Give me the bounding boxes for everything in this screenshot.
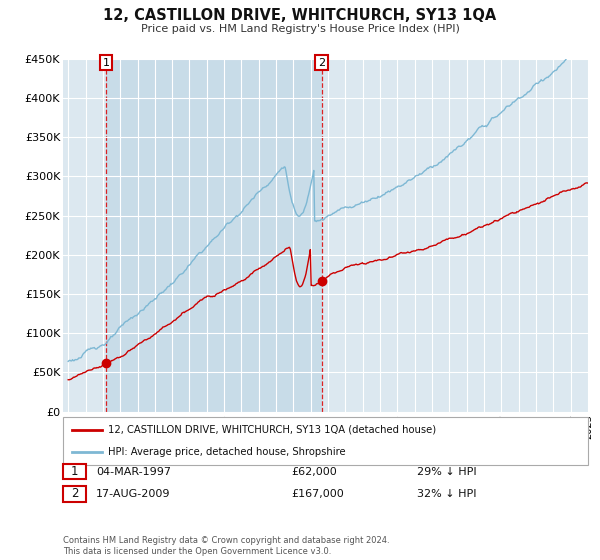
Text: 32% ↓ HPI: 32% ↓ HPI bbox=[417, 489, 476, 499]
Bar bbox=[106, 59, 322, 412]
Text: £167,000: £167,000 bbox=[291, 489, 344, 499]
Text: Contains HM Land Registry data © Crown copyright and database right 2024.
This d: Contains HM Land Registry data © Crown c… bbox=[63, 536, 389, 556]
Text: 1: 1 bbox=[103, 58, 109, 68]
Text: 2: 2 bbox=[318, 58, 325, 68]
Text: 04-MAR-1997: 04-MAR-1997 bbox=[96, 466, 171, 477]
Text: £62,000: £62,000 bbox=[291, 466, 337, 477]
Text: 29% ↓ HPI: 29% ↓ HPI bbox=[417, 466, 476, 477]
Text: HPI: Average price, detached house, Shropshire: HPI: Average price, detached house, Shro… bbox=[108, 447, 346, 457]
Text: 12, CASTILLON DRIVE, WHITCHURCH, SY13 1QA: 12, CASTILLON DRIVE, WHITCHURCH, SY13 1Q… bbox=[103, 8, 497, 24]
Text: Price paid vs. HM Land Registry's House Price Index (HPI): Price paid vs. HM Land Registry's House … bbox=[140, 24, 460, 34]
Text: 2: 2 bbox=[71, 487, 78, 501]
Text: 17-AUG-2009: 17-AUG-2009 bbox=[96, 489, 170, 499]
Text: 12, CASTILLON DRIVE, WHITCHURCH, SY13 1QA (detached house): 12, CASTILLON DRIVE, WHITCHURCH, SY13 1Q… bbox=[108, 424, 436, 435]
Text: 1: 1 bbox=[71, 465, 78, 478]
